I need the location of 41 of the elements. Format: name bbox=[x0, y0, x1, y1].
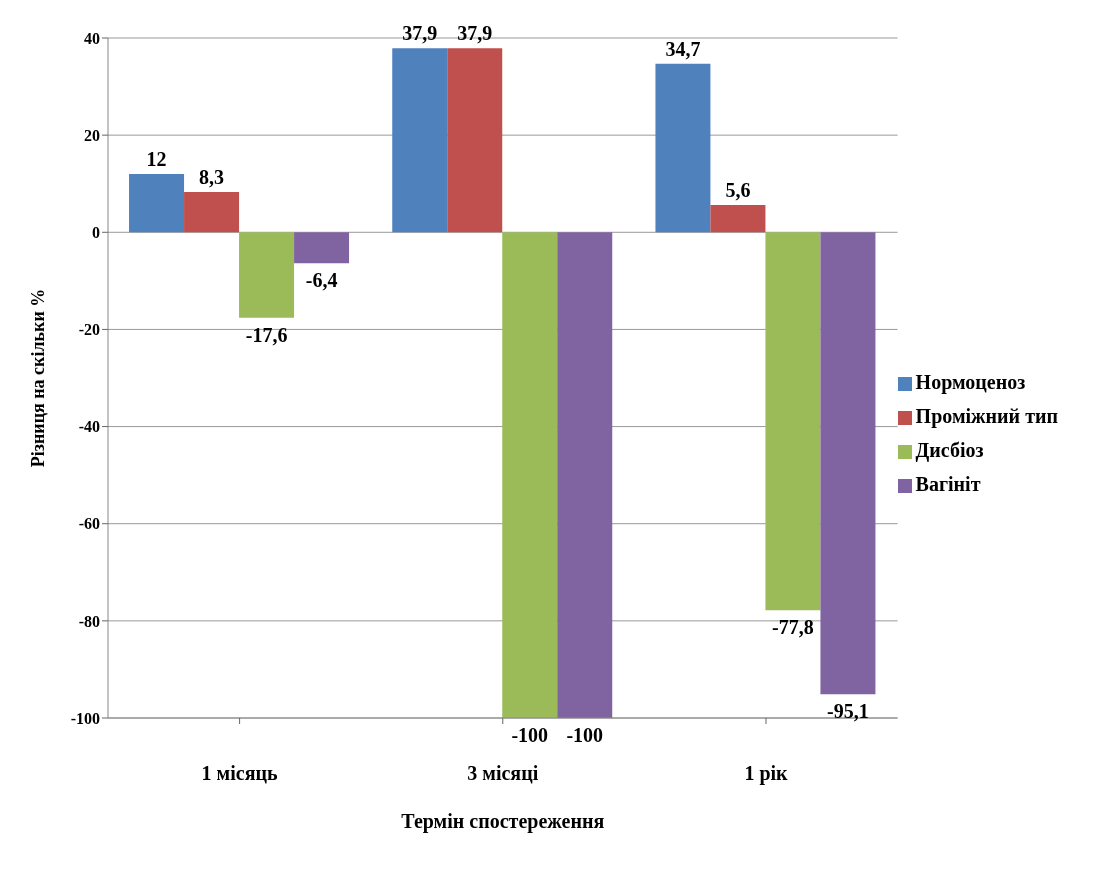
bar bbox=[184, 191, 240, 233]
legend-label: Нормоценоз bbox=[915, 371, 1026, 393]
y-tick-label: 40 bbox=[84, 29, 100, 47]
x-tick-label: 1 рік bbox=[744, 762, 789, 786]
bar bbox=[557, 232, 613, 718]
y-tick-label: -80 bbox=[78, 612, 100, 630]
y-tick-label: 0 bbox=[92, 223, 100, 241]
bar bbox=[392, 48, 448, 233]
bar bbox=[447, 48, 503, 233]
bar bbox=[710, 205, 766, 233]
data-label: -17,6 bbox=[245, 323, 288, 346]
bar bbox=[765, 232, 821, 611]
bar bbox=[239, 232, 295, 318]
y-tick-label: -20 bbox=[78, 321, 100, 339]
y-axis-title: Різниця на скільки % bbox=[28, 288, 49, 468]
bar bbox=[502, 232, 558, 718]
data-label: -6,4 bbox=[305, 269, 338, 292]
data-label: -77,8 bbox=[772, 616, 814, 639]
bar bbox=[655, 63, 711, 233]
legend-label: Вагініт bbox=[915, 473, 981, 495]
x-axis-title: Термін спостереження bbox=[401, 810, 605, 833]
y-tick-label: 20 bbox=[84, 126, 100, 144]
x-tick-label: 1 місяць bbox=[201, 762, 278, 785]
data-label: -100 bbox=[511, 724, 549, 746]
x-tick-label: 3 місяці bbox=[467, 762, 539, 785]
data-label: 37,9 bbox=[457, 22, 493, 45]
data-label: 34,7 bbox=[665, 37, 701, 60]
bar bbox=[129, 174, 185, 233]
legend-label: Дисбіоз bbox=[915, 439, 984, 461]
y-tick-label: -100 bbox=[70, 709, 100, 727]
bar bbox=[294, 232, 350, 264]
data-label: 37,9 bbox=[402, 22, 438, 45]
y-tick-label: -40 bbox=[78, 418, 100, 436]
data-label: 5,6 bbox=[725, 179, 751, 202]
data-label: 8,3 bbox=[199, 165, 225, 188]
data-label: 12 bbox=[146, 148, 167, 170]
y-tick-label: -60 bbox=[78, 515, 100, 533]
bar bbox=[820, 232, 876, 695]
data-label: -95,1 bbox=[827, 700, 869, 723]
data-label: -100 bbox=[566, 724, 604, 746]
legend-label: Проміжний тип bbox=[915, 405, 1058, 427]
